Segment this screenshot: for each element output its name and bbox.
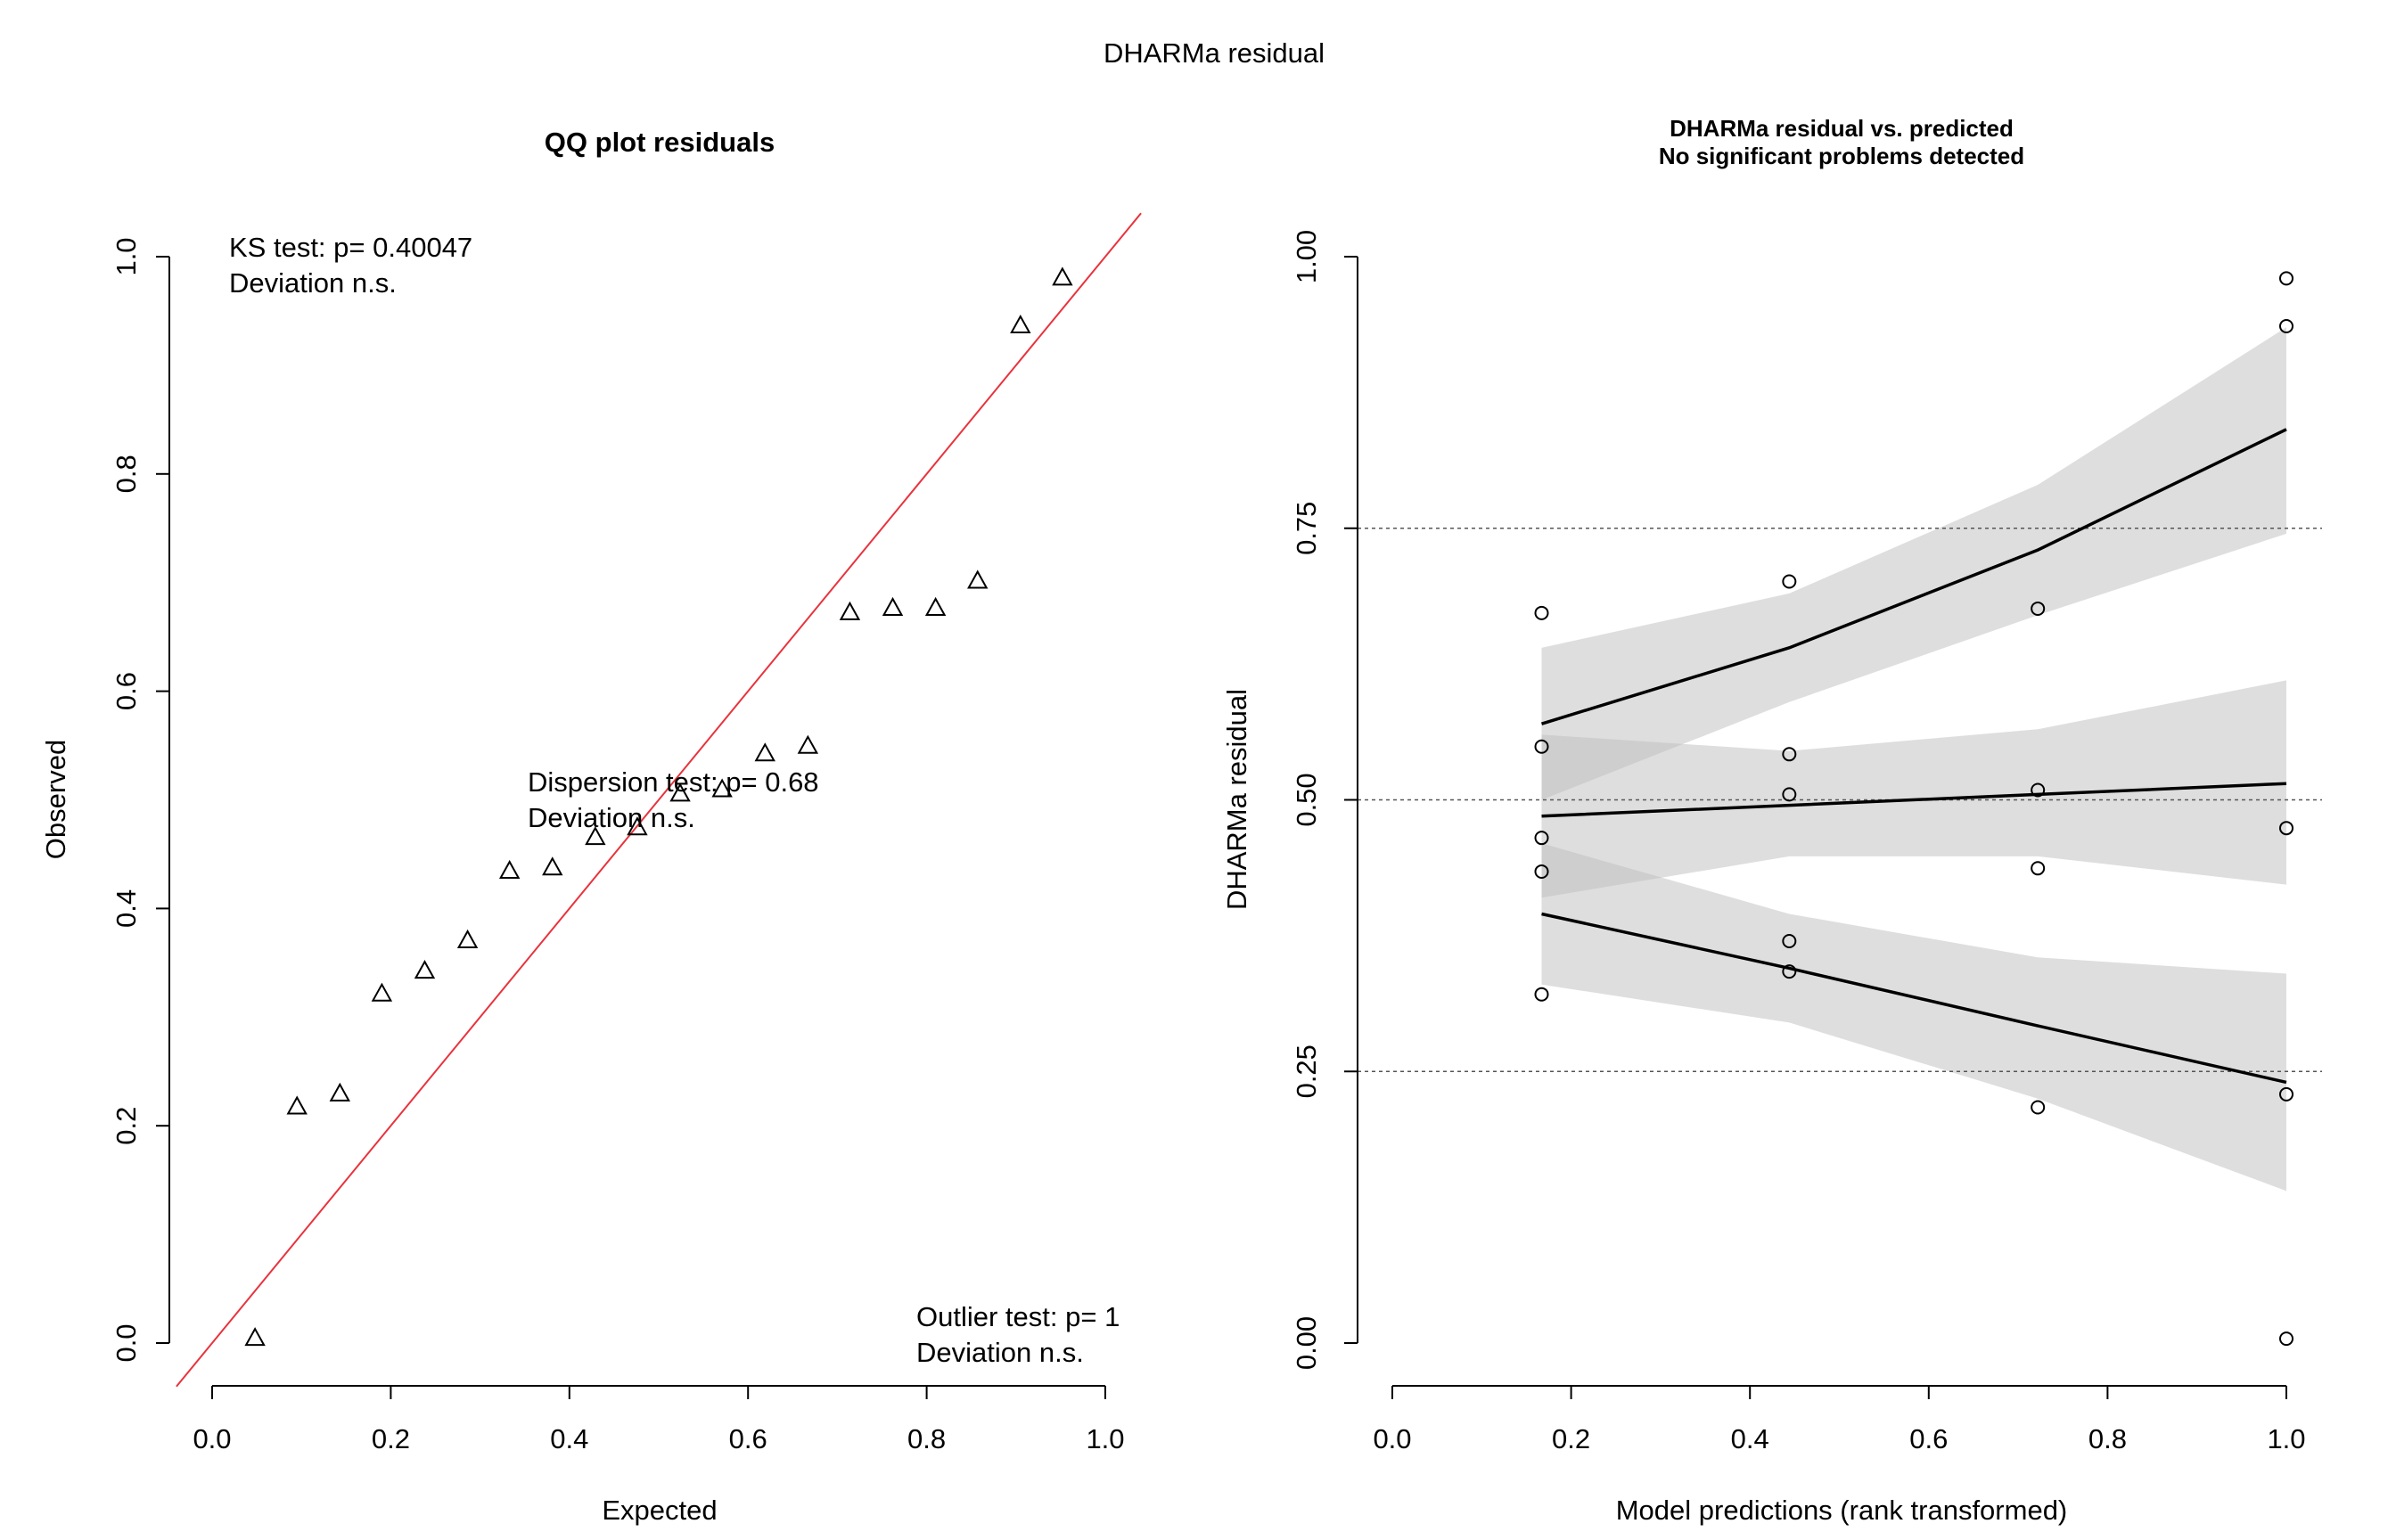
qq-point bbox=[244, 1327, 266, 1347]
residual-point bbox=[2279, 1086, 2293, 1102]
residual-point bbox=[1782, 574, 1797, 589]
qq-x-tick-label: 0.6 bbox=[729, 1423, 767, 1454]
qq-y-tick-label: 0.8 bbox=[111, 455, 142, 493]
qq-point bbox=[627, 816, 648, 836]
residual-point bbox=[1534, 987, 1549, 1002]
qq-point bbox=[1052, 266, 1073, 286]
qq-point bbox=[924, 596, 947, 616]
qq-x-axis-label: Expected bbox=[602, 1495, 717, 1526]
residual-x-axis: 0.0 0.2 0.4 0.6 0.8 1.0 bbox=[1373, 1385, 2306, 1454]
qq-plot-title: QQ plot residuals bbox=[545, 127, 775, 158]
figure-title: DHARMa residual bbox=[1104, 37, 1325, 69]
qq-x-axis: 0.0 0.2 0.4 0.6 0.8 1.0 bbox=[193, 1385, 1125, 1454]
residual-point bbox=[1534, 831, 1549, 846]
quantile-confidence-band bbox=[1541, 680, 2286, 898]
qq-point bbox=[498, 859, 521, 879]
qq-point bbox=[882, 596, 904, 616]
qq-y-tick-label: 0.0 bbox=[111, 1323, 142, 1362]
residual-x-tick-label: 0.2 bbox=[1552, 1423, 1590, 1454]
residual-y-axis: 0.00 0.25 0.50 0.75 1.00 bbox=[1291, 230, 1358, 1370]
qq-point bbox=[711, 778, 733, 798]
residual-y-tick-label: 0.25 bbox=[1291, 1044, 1322, 1098]
qq-y-tick-label: 0.2 bbox=[111, 1107, 142, 1145]
residual-point bbox=[2031, 861, 2046, 876]
residual-y-axis-label: DHARMa residual bbox=[1221, 689, 1252, 910]
quantile-confidence-band bbox=[1541, 843, 2286, 1192]
ks-test-text: KS test: p= 0.40047 bbox=[229, 232, 472, 263]
qq-point bbox=[371, 982, 393, 1002]
qq-point bbox=[1010, 314, 1031, 334]
residual-point bbox=[1782, 964, 1797, 979]
outlier-test-text: Outlier test: p= 1 bbox=[916, 1301, 1120, 1332]
qq-y-tick-label: 1.0 bbox=[111, 237, 142, 275]
residual-point bbox=[2279, 319, 2293, 334]
dispersion-deviation-text: Deviation n.s. bbox=[528, 802, 695, 833]
qq-plot-panel: QQ plot residuals 0.0 0.2 0.4 0.6 0.8 1.0 0.0… bbox=[40, 127, 1142, 1526]
ks-deviation-text: Deviation n.s. bbox=[229, 267, 397, 299]
residual-vs-predicted-panel: DHARMa residual vs. predicted No signifi… bbox=[1221, 115, 2322, 1526]
qq-point bbox=[839, 601, 861, 620]
qq-point bbox=[585, 826, 606, 846]
residual-point bbox=[1534, 864, 1549, 879]
qq-y-axis: 0.0 0.2 0.4 0.6 0.8 1.0 bbox=[111, 237, 170, 1363]
residual-plot-subtitle: No significant problems detected bbox=[1659, 143, 2024, 169]
quantile-regression-line bbox=[1541, 912, 2287, 1085]
residual-x-axis-label: Model predictions (rank transformed) bbox=[1616, 1495, 2068, 1526]
quantile-regression-line bbox=[1540, 428, 2287, 725]
qq-y-tick-label: 0.4 bbox=[111, 889, 142, 928]
residual-point bbox=[2279, 821, 2293, 836]
residual-point bbox=[1782, 933, 1797, 948]
residual-point bbox=[2031, 601, 2046, 616]
qq-y-tick-label: 0.6 bbox=[111, 672, 142, 710]
qq-reference-line bbox=[176, 212, 1142, 1388]
outlier-deviation-text: Deviation n.s. bbox=[916, 1337, 1084, 1368]
residual-x-tick-label: 0.8 bbox=[2088, 1423, 2127, 1454]
qq-point bbox=[669, 782, 691, 802]
residual-x-tick-label: 0.0 bbox=[1373, 1423, 1411, 1454]
qq-point bbox=[542, 856, 563, 876]
qq-point bbox=[797, 734, 819, 754]
residual-point bbox=[2279, 271, 2293, 286]
qq-x-tick-label: 0.0 bbox=[193, 1423, 231, 1454]
residual-point bbox=[1782, 787, 1797, 802]
residual-x-tick-label: 0.6 bbox=[1909, 1423, 1948, 1454]
residual-y-tick-label: 0.50 bbox=[1291, 773, 1322, 826]
residual-plot-title: DHARMa residual vs. predicted bbox=[1670, 115, 2014, 142]
qq-point bbox=[329, 1082, 350, 1102]
residual-y-tick-label: 1.00 bbox=[1291, 230, 1322, 283]
qq-x-tick-label: 1.0 bbox=[1086, 1423, 1124, 1454]
qq-y-axis-label: Observed bbox=[40, 740, 71, 859]
residual-y-tick-label: 0.75 bbox=[1291, 502, 1322, 555]
qq-point bbox=[456, 929, 479, 948]
qq-x-tick-label: 0.2 bbox=[372, 1423, 410, 1454]
residual-point bbox=[1782, 747, 1797, 762]
residual-x-tick-label: 1.0 bbox=[2267, 1423, 2305, 1454]
quantile-regression-line bbox=[1541, 782, 2287, 818]
qq-x-tick-label: 0.4 bbox=[550, 1423, 588, 1454]
quantile-confidence-band bbox=[1541, 327, 2286, 800]
qq-point bbox=[967, 569, 989, 589]
qq-point bbox=[414, 960, 436, 979]
qq-point bbox=[754, 742, 775, 762]
residual-point bbox=[2031, 1100, 2046, 1115]
residual-point bbox=[1534, 605, 1549, 620]
qq-x-tick-label: 0.8 bbox=[907, 1423, 946, 1454]
residual-x-tick-label: 0.4 bbox=[1731, 1423, 1769, 1454]
residual-y-tick-label: 0.00 bbox=[1291, 1316, 1322, 1370]
residual-point bbox=[2279, 1331, 2293, 1347]
residual-point bbox=[1534, 739, 1549, 754]
residual-point bbox=[2031, 782, 2046, 798]
qq-point bbox=[286, 1095, 308, 1115]
dispersion-test-text: Dispersion test: p= 0.68 bbox=[528, 766, 819, 798]
